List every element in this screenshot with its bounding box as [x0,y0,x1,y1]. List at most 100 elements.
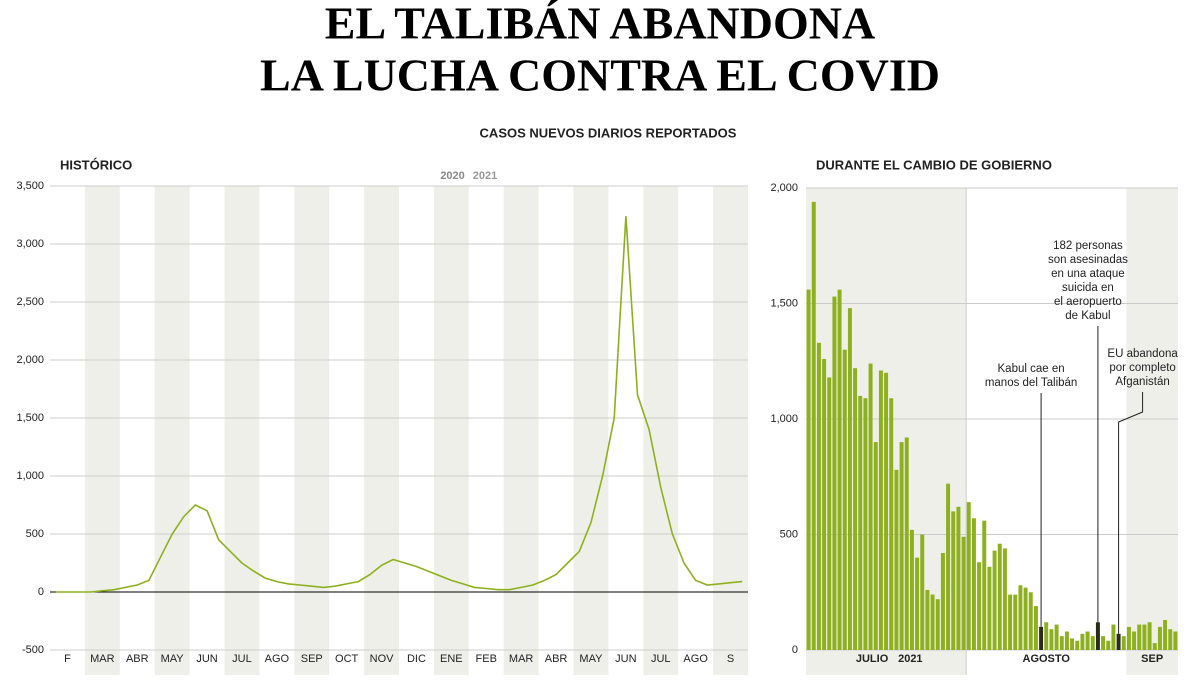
bar [889,398,894,650]
bar [899,442,904,650]
y-tick-label: 2,000 [16,354,44,366]
annotation-text: de Kabul [1065,310,1110,322]
bar [1090,636,1095,650]
title-line: EL TALIBÁN ABANDONA [325,0,875,49]
bar [811,201,816,651]
y-tick-label: 500 [780,528,798,540]
month-band [294,186,330,675]
bar [853,368,858,650]
bar [878,370,883,650]
bar [909,529,914,650]
bar [1039,626,1044,650]
bar [873,442,878,650]
bar [822,358,827,650]
month-band [1126,188,1178,675]
x-tick-label: F [64,653,71,665]
bar [842,349,847,650]
bar [1173,631,1178,650]
bar [1028,592,1033,650]
bar [1033,606,1038,650]
bar [1163,619,1168,650]
chart-title: HISTÓRICO [60,157,132,172]
bar [1018,585,1023,650]
x-tick-label: JUL [651,653,671,665]
month-band [154,186,190,675]
month-band [503,186,539,675]
annotation-text: en una ataque [1051,268,1125,280]
bar [1044,622,1049,650]
bar [1070,638,1075,650]
bar [915,557,920,650]
x-tick-label: AGO [683,653,708,665]
y-tick-label: 1,000 [770,413,798,425]
x-tick-label: MAR [90,653,115,665]
annotation-text: EU abandona [1107,348,1178,360]
y-tick-label: 2,500 [16,296,44,308]
month-band [84,186,120,675]
x-tick-label: NOV [370,653,395,665]
annotation-text: manos del Talibán [985,377,1078,389]
y-tick-label: 1,500 [770,297,798,309]
bar [951,511,956,650]
x-tick-label: SEP [1141,653,1163,665]
bar [940,552,945,650]
y-tick-label: 3,500 [16,180,44,192]
y-tick-label: 3,000 [16,238,44,250]
bar [806,289,811,650]
y-tick-label: -500 [22,644,44,656]
bar [1059,636,1064,650]
bar [1126,626,1131,650]
bar [997,543,1002,650]
x-tick-label: MAY [579,653,603,665]
annotation-text: Kabul cae en [998,363,1065,375]
bar [961,536,966,650]
y-tick-label: 1,000 [16,470,44,482]
bar [987,566,992,650]
annotation-text: son asesinadas [1048,254,1128,266]
x-tick-label: OCT [335,653,359,665]
bar [1002,548,1007,650]
bar [827,377,832,650]
bar [1101,636,1106,650]
bar [1142,624,1147,650]
bar [925,589,930,650]
bar [863,398,868,650]
year-label: 2020 [440,170,464,182]
annotation-text: por completo [1109,362,1175,374]
bar [1085,631,1090,650]
month-band [224,186,260,675]
bar [935,599,940,650]
x-tick-label: AGO [265,653,290,665]
month-band [433,186,469,675]
annotation-text: suicida en [1062,282,1114,294]
x-tick-label: FEB [476,653,497,665]
bar [884,372,889,650]
bar [1080,633,1085,650]
year-label: 2021 [898,653,922,665]
bar [1168,629,1173,650]
x-tick-label: MAR [509,653,534,665]
bar [992,550,997,650]
x-tick-label: JULIO [856,653,889,665]
series-line [55,216,743,593]
bar [1064,631,1069,650]
bar [1023,587,1028,650]
bar [816,342,821,650]
bar [868,363,873,650]
bar [1116,633,1121,650]
bar [1095,622,1100,650]
bar [904,437,909,650]
subtitle: CASOS NUEVOS DIARIOS REPORTADOS [480,125,737,140]
chart-title: DURANTE EL CAMBIO DE GOBIERNO [816,157,1052,172]
x-tick-label: ABR [126,653,149,665]
y-tick-label: 2,000 [770,182,798,194]
bar [966,502,971,650]
bar [1147,622,1152,650]
month-band [364,186,399,675]
x-tick-label: ENE [440,653,463,665]
bar [1137,624,1142,650]
y-tick-label: 0 [38,586,44,598]
bar [1049,629,1054,650]
annotation-leader [1118,392,1144,634]
